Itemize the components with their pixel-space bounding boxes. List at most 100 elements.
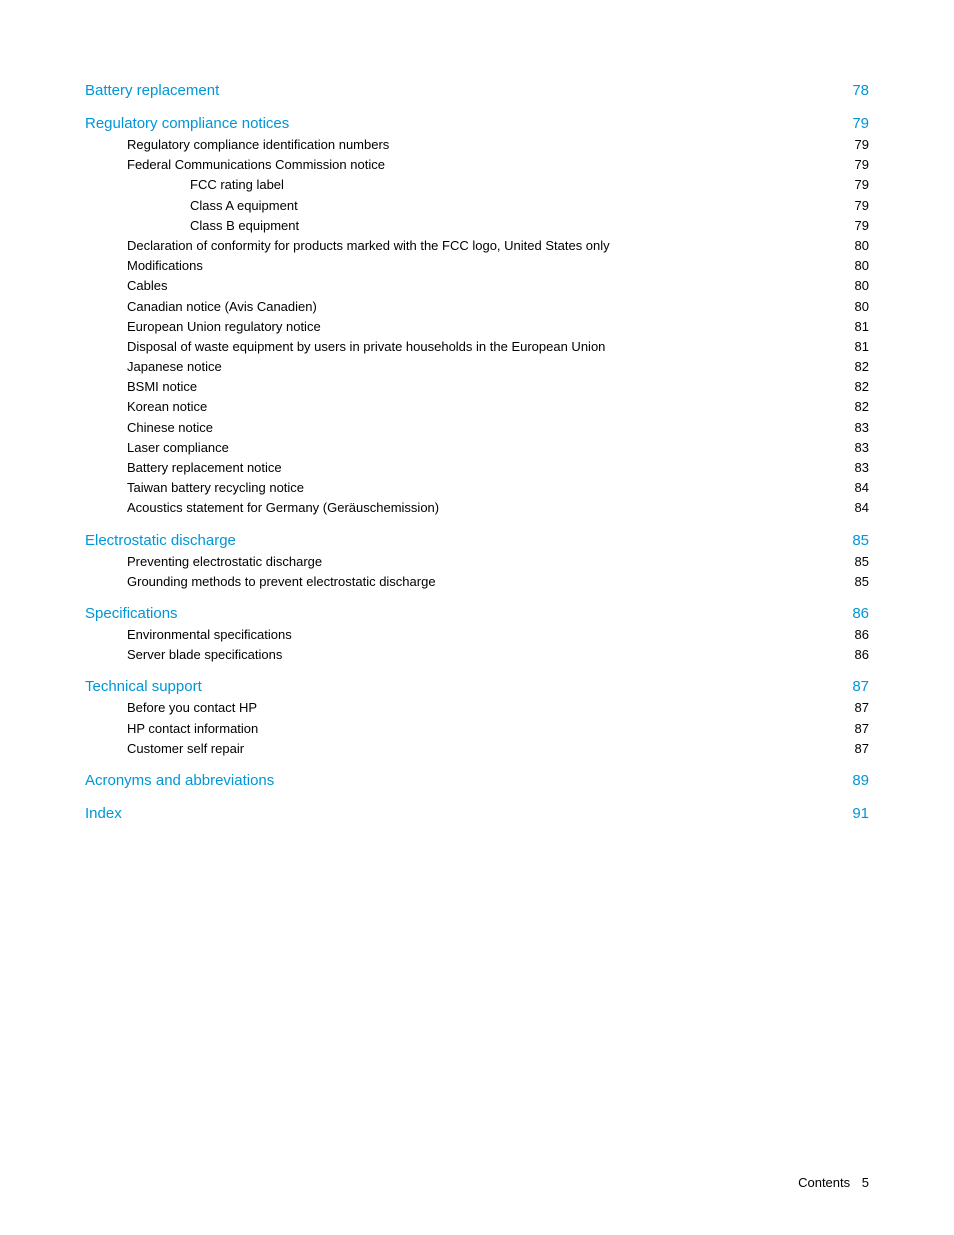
toc-page-number: 86: [855, 646, 869, 664]
toc-entry[interactable]: Regulatory compliance notices 79: [85, 113, 869, 134]
toc-page-number: 79: [855, 217, 869, 235]
toc-page-number: 85: [855, 573, 869, 591]
toc-label: Battery replacement notice: [127, 459, 282, 477]
toc-label: Customer self repair: [127, 740, 244, 758]
toc-entry: Taiwan battery recycling notice 84: [127, 479, 869, 497]
toc-entry: Canadian notice (Avis Canadien) 80: [127, 298, 869, 316]
toc-label: Korean notice: [127, 398, 207, 416]
toc-entry: Server blade specifications 86: [127, 646, 869, 664]
toc-label: Taiwan battery recycling notice: [127, 479, 304, 497]
toc-label: European Union regulatory notice: [127, 318, 321, 336]
toc-page-number: 86: [852, 603, 869, 624]
toc-entry[interactable]: Acronyms and abbreviations 89: [85, 770, 869, 791]
toc-entry: Customer self repair 87: [127, 740, 869, 758]
toc-label: FCC rating label: [190, 176, 284, 194]
toc-page-number: 80: [855, 257, 869, 275]
toc-entry: Modifications 80: [127, 257, 869, 275]
toc-label: Chinese notice: [127, 419, 213, 437]
toc-label: Regulatory compliance notices: [85, 113, 289, 134]
toc-entry: Regulatory compliance identification num…: [127, 136, 869, 154]
toc-entry: Acoustics statement for Germany (Geräusc…: [127, 499, 869, 517]
toc-entry[interactable]: Electrostatic discharge 85: [85, 530, 869, 551]
toc-page-number: 91: [852, 803, 869, 824]
toc-page-number: 79: [855, 156, 869, 174]
toc-entry: European Union regulatory notice 81: [127, 318, 869, 336]
toc-entry[interactable]: Index91: [85, 803, 869, 824]
toc-entry[interactable]: Technical support87: [85, 676, 869, 697]
toc-entry: Laser compliance 83: [127, 439, 869, 457]
toc-label: Acronyms and abbreviations: [85, 770, 274, 791]
page-container: Battery replacement 78 Regulatory complian…: [0, 0, 954, 1235]
toc-page-number: 87: [852, 676, 869, 697]
toc-page-number: 80: [855, 237, 869, 255]
toc-entry[interactable]: Specifications 86: [85, 603, 869, 624]
page-footer: Contents 5: [798, 1175, 869, 1190]
toc-entry: Battery replacement notice 83: [127, 459, 869, 477]
toc-page-number: 83: [855, 439, 869, 457]
toc-page-number: 82: [855, 398, 869, 416]
toc-label: Modifications: [127, 257, 203, 275]
toc-page-number: 85: [852, 530, 869, 551]
toc-label: Laser compliance: [127, 439, 229, 457]
toc-page-number: 80: [855, 277, 869, 295]
toc-entry: Japanese notice 82: [127, 358, 869, 376]
toc-label: Specifications: [85, 603, 178, 624]
toc-entry: HP contact information 87: [127, 720, 869, 738]
toc-page-number: 82: [855, 378, 869, 396]
toc-page-number: 89: [852, 770, 869, 791]
toc-page-number: 81: [855, 338, 869, 356]
toc-label: Disposal of waste equipment by users in …: [127, 338, 605, 356]
toc-label: Class B equipment: [190, 217, 299, 235]
toc-page-number: 87: [855, 740, 869, 758]
toc-label: Environmental specifications: [127, 626, 292, 644]
toc-label: Federal Communications Commission notice: [127, 156, 385, 174]
toc-page-number: 82: [855, 358, 869, 376]
toc-page-number: 79: [855, 176, 869, 194]
toc-label: Electrostatic discharge: [85, 530, 236, 551]
toc-entry: Before you contact HP 87: [127, 699, 869, 717]
toc-entry: Federal Communications Commission notice…: [127, 156, 869, 174]
toc-page-number: 84: [855, 499, 869, 517]
footer-page-number: 5: [862, 1175, 869, 1190]
toc-label: Grounding methods to prevent electrostat…: [127, 573, 436, 591]
toc-label: BSMI notice: [127, 378, 197, 396]
toc-label: HP contact information: [127, 720, 258, 738]
footer-label: Contents: [798, 1175, 850, 1190]
toc-page-number: 80: [855, 298, 869, 316]
toc-entry: Preventing electrostatic discharge 85: [127, 553, 869, 571]
toc-label: Server blade specifications: [127, 646, 282, 664]
toc-label: Battery replacement: [85, 80, 219, 101]
toc-page-number: 84: [855, 479, 869, 497]
toc-label: Regulatory compliance identification num…: [127, 136, 389, 154]
toc-page-number: 78: [852, 80, 869, 101]
toc-entry: Environmental specifications 86: [127, 626, 869, 644]
toc-page-number: 85: [855, 553, 869, 571]
toc-entry: Korean notice 82: [127, 398, 869, 416]
toc-entry: Disposal of waste equipment by users in …: [127, 338, 869, 356]
toc-label: Preventing electrostatic discharge: [127, 553, 322, 571]
toc-label: Acoustics statement for Germany (Geräusc…: [127, 499, 439, 517]
table-of-contents: Battery replacement 78 Regulatory complian…: [85, 80, 869, 824]
toc-entry: BSMI notice 82: [127, 378, 869, 396]
toc-entry: Declaration of conformity for products m…: [127, 237, 869, 255]
toc-page-number: 79: [855, 136, 869, 154]
toc-page-number: 87: [855, 720, 869, 738]
toc-label: Canadian notice (Avis Canadien): [127, 298, 317, 316]
toc-entry[interactable]: Battery replacement 78: [85, 80, 869, 101]
toc-entry: FCC rating label 79: [190, 176, 869, 194]
toc-label: Japanese notice: [127, 358, 222, 376]
toc-page-number: 86: [855, 626, 869, 644]
toc-entry: Chinese notice83: [127, 419, 869, 437]
toc-label: Cables: [127, 277, 167, 295]
toc-page-number: 83: [855, 459, 869, 477]
toc-entry: Grounding methods to prevent electrostat…: [127, 573, 869, 591]
toc-page-number: 79: [855, 197, 869, 215]
toc-label: Class A equipment: [190, 197, 298, 215]
toc-page-number: 81: [855, 318, 869, 336]
toc-entry: Class B equipment 79: [190, 217, 869, 235]
toc-entry: Cables 80: [127, 277, 869, 295]
toc-label: Declaration of conformity for products m…: [127, 237, 610, 255]
toc-page-number: 87: [855, 699, 869, 717]
toc-label: Before you contact HP: [127, 699, 257, 717]
toc-page-number: 79: [852, 113, 869, 134]
